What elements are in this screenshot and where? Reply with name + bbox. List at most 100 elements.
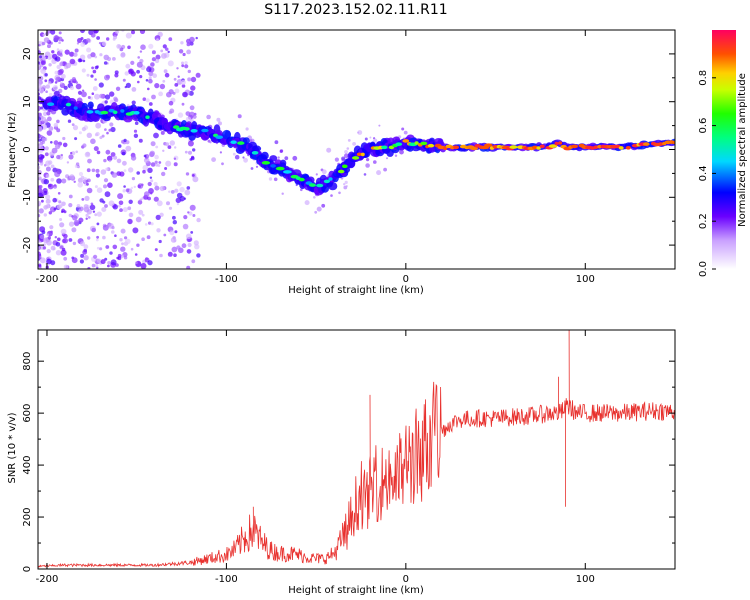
- noise-speckle: [103, 184, 107, 189]
- noise-speckle: [41, 140, 45, 145]
- noise-speckle: [195, 36, 198, 40]
- noise-speckle: [255, 165, 259, 168]
- noise-speckle: [181, 61, 184, 65]
- noise-speckle: [58, 68, 64, 74]
- noise-speckle: [185, 116, 192, 122]
- noise-speckle: [58, 41, 61, 44]
- noise-speckle: [96, 222, 100, 226]
- noise-speckle: [107, 264, 110, 268]
- ridge-core: [316, 183, 324, 188]
- noise-speckle: [176, 181, 182, 187]
- ridge-core: [427, 143, 435, 148]
- noise-speckle: [187, 242, 192, 248]
- noise-speckle: [44, 152, 49, 157]
- ridge-core: [414, 141, 419, 145]
- noise-speckle: [274, 140, 279, 145]
- noise-speckle: [111, 226, 115, 230]
- noise-speckle: [127, 45, 131, 50]
- spectrogram-y-ticks: -20 -10 0 10 20: [22, 48, 675, 253]
- noise-speckle: [338, 191, 341, 195]
- noise-speckle: [93, 30, 99, 34]
- noise-speckle: [58, 31, 62, 35]
- ridge-core: [548, 144, 558, 148]
- noise-speckle: [130, 60, 135, 65]
- noise-speckle: [129, 189, 132, 193]
- noise-speckle: [144, 191, 150, 197]
- noise-speckle: [103, 61, 108, 65]
- snr-y-ticks: 0 200 400 600 800: [22, 352, 675, 572]
- noise-speckle: [84, 195, 90, 201]
- ridge-core: [100, 110, 109, 115]
- ridge-core: [402, 139, 410, 143]
- noise-speckle: [112, 57, 116, 61]
- y-tick-label: -10: [22, 189, 33, 205]
- ridge-core: [337, 169, 345, 174]
- noise-speckle: [160, 49, 164, 53]
- noise-speckle: [140, 44, 146, 50]
- noise-speckle: [68, 221, 75, 227]
- noise-speckle: [128, 167, 134, 173]
- noise-speckle: [179, 186, 185, 193]
- noise-speckle: [159, 83, 166, 90]
- noise-speckle: [127, 218, 133, 225]
- noise-speckle: [180, 41, 184, 45]
- noise-speckle: [187, 140, 194, 147]
- noise-speckle: [142, 164, 149, 171]
- noise-speckle: [147, 87, 150, 91]
- noise-speckle: [182, 91, 188, 98]
- noise-speckle: [273, 177, 278, 182]
- noise-speckle: [165, 160, 172, 167]
- noise-speckle: [136, 69, 141, 74]
- noise-speckle: [38, 213, 41, 218]
- noise-speckle: [383, 167, 387, 172]
- noise-speckle: [80, 42, 86, 47]
- noise-speckle: [45, 198, 51, 204]
- noise-speckle: [277, 156, 280, 159]
- noise-speckle: [116, 158, 122, 164]
- spectrogram-noise: [38, 30, 408, 269]
- ridge-core: [420, 141, 428, 146]
- noise-speckle: [38, 105, 41, 112]
- snr-series: [38, 330, 675, 568]
- noise-speckle: [61, 210, 64, 213]
- noise-speckle: [190, 231, 194, 234]
- noise-speckle: [101, 41, 107, 46]
- noise-speckle: [118, 44, 122, 49]
- ridge-core: [657, 142, 664, 146]
- noise-speckle: [54, 70, 59, 75]
- noise-speckle: [81, 198, 85, 201]
- noise-speckle: [38, 145, 44, 152]
- noise-speckle: [150, 179, 154, 183]
- noise-speckle: [120, 52, 126, 57]
- noise-speckle: [167, 145, 172, 150]
- noise-speckle: [110, 152, 116, 157]
- spectrogram-y-axis-label: Frequency (Hz): [7, 112, 18, 188]
- noise-speckle: [69, 58, 76, 65]
- ridge-core: [112, 110, 118, 115]
- noise-speckle: [80, 253, 85, 258]
- noise-speckle: [169, 230, 175, 236]
- noise-speckle: [78, 131, 82, 135]
- noise-speckle: [189, 41, 194, 46]
- noise-speckle: [130, 247, 134, 251]
- noise-speckle: [45, 166, 51, 172]
- noise-speckle: [99, 247, 103, 251]
- noise-speckle: [39, 234, 45, 240]
- noise-speckle: [125, 32, 132, 39]
- noise-speckle: [68, 80, 71, 84]
- noise-speckle: [373, 138, 378, 143]
- noise-speckle: [123, 138, 127, 142]
- noise-speckle: [159, 212, 164, 217]
- noise-speckle: [50, 141, 53, 144]
- noise-speckle: [43, 213, 47, 217]
- noise-speckle: [61, 178, 67, 184]
- ridge-core: [201, 128, 209, 133]
- noise-speckle: [56, 168, 59, 171]
- noise-speckle: [112, 244, 118, 250]
- noise-speckle: [148, 43, 154, 49]
- noise-speckle: [51, 50, 55, 54]
- noise-speckle: [123, 185, 126, 188]
- colorbar-label: Normalized spectral amplitude: [737, 73, 748, 227]
- noise-speckle: [86, 73, 90, 77]
- noise-speckle: [148, 78, 153, 84]
